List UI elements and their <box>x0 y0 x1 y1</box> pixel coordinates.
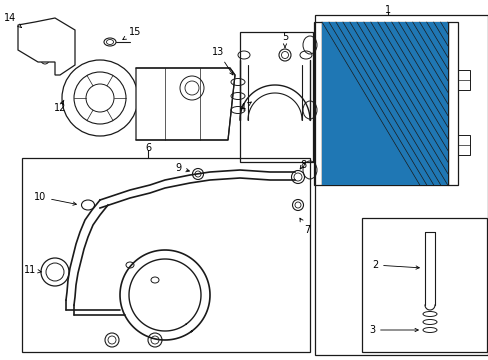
Bar <box>313 22 321 185</box>
Ellipse shape <box>41 56 49 64</box>
Bar <box>457 135 469 155</box>
Text: 7: 7 <box>299 218 309 235</box>
Text: 12: 12 <box>54 100 66 113</box>
Bar <box>240 32 312 162</box>
Bar <box>321 22 447 185</box>
Bar <box>361 218 486 352</box>
Text: 5: 5 <box>281 32 287 48</box>
Bar <box>321 22 447 185</box>
Text: 6: 6 <box>145 143 151 153</box>
Bar <box>447 22 457 185</box>
Text: 2: 2 <box>371 260 418 270</box>
Text: 10: 10 <box>34 192 76 205</box>
Bar <box>22 158 309 352</box>
Polygon shape <box>18 18 75 75</box>
Text: 9: 9 <box>175 163 189 173</box>
Text: 13: 13 <box>211 47 232 75</box>
Bar <box>314 15 487 355</box>
Text: 8: 8 <box>299 160 305 170</box>
Bar <box>457 70 469 90</box>
Text: 4: 4 <box>240 102 251 113</box>
Circle shape <box>184 81 199 95</box>
Text: 11: 11 <box>24 265 41 275</box>
Ellipse shape <box>41 31 49 39</box>
Text: 1: 1 <box>384 5 390 15</box>
Circle shape <box>180 76 203 100</box>
Polygon shape <box>136 68 235 140</box>
Text: 15: 15 <box>122 27 141 40</box>
Text: 14: 14 <box>4 13 21 27</box>
Text: 3: 3 <box>368 325 417 335</box>
